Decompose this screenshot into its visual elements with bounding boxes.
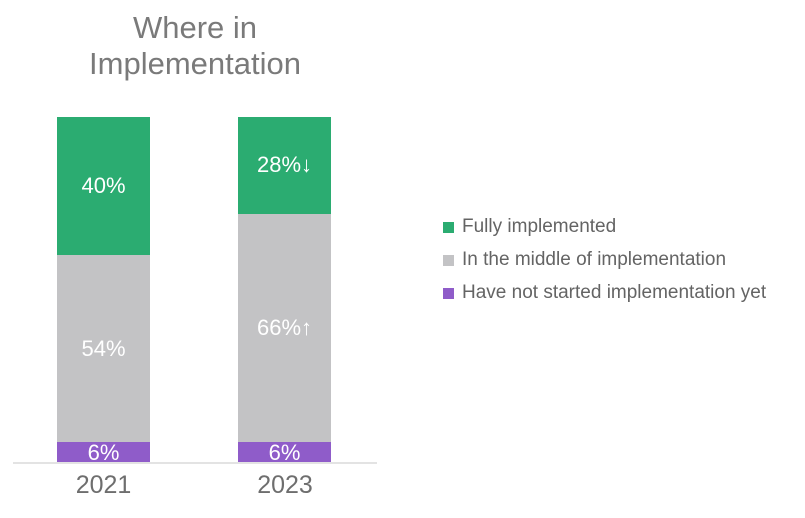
- legend-label: In the middle of implementation: [462, 249, 727, 270]
- chart-legend: Fully implemented In the middle of imple…: [443, 216, 766, 304]
- x-tick-label-2021: 2021: [75, 471, 132, 499]
- segment-fully-implemented-2021: 40%: [57, 117, 150, 256]
- legend-item-not-started: Have not started implementation yet: [443, 282, 766, 304]
- legend-item-fully-implemented: Fully implemented: [443, 216, 766, 238]
- legend-label: Fully implemented: [462, 216, 617, 237]
- x-tick-label-2023: 2023: [257, 471, 313, 499]
- segment-value-label: 6%: [268, 439, 301, 465]
- segment-in-the-middle-of-implementation-2021: 54%: [57, 255, 150, 443]
- legend-swatch-green-icon: [443, 221, 454, 233]
- segment-in-the-middle-of-implementation-2023: 66%↑: [238, 213, 331, 443]
- segment-have-not-started-implementation-yet-2023: 6%: [238, 439, 331, 465]
- x-axis-line: [13, 462, 377, 464]
- segment-value-label: 6%: [87, 439, 120, 465]
- segment-value-label: 66%↑: [256, 315, 313, 341]
- stacked-bar-2023: 28%↓ 66%↑ 6%: [238, 117, 331, 463]
- stacked-bar-2021: 40% 54% 6%: [57, 117, 150, 463]
- segment-value-label: 40%: [81, 173, 126, 199]
- segment-fully-implemented-2023: 28%↓: [238, 117, 331, 214]
- legend-label: Have not started implementation yet: [462, 282, 767, 303]
- segment-have-not-started-implementation-yet-2021: 6%: [57, 439, 150, 465]
- legend-item-middle-of-implementation: In the middle of implementation: [443, 249, 766, 271]
- chart-title: Where in Implementation: [89, 10, 301, 81]
- segment-value-label: 28%↓: [256, 152, 313, 178]
- segment-value-label: 54%: [81, 335, 126, 361]
- legend-swatch-purple-icon: [443, 287, 454, 299]
- legend-swatch-gray-icon: [443, 254, 454, 266]
